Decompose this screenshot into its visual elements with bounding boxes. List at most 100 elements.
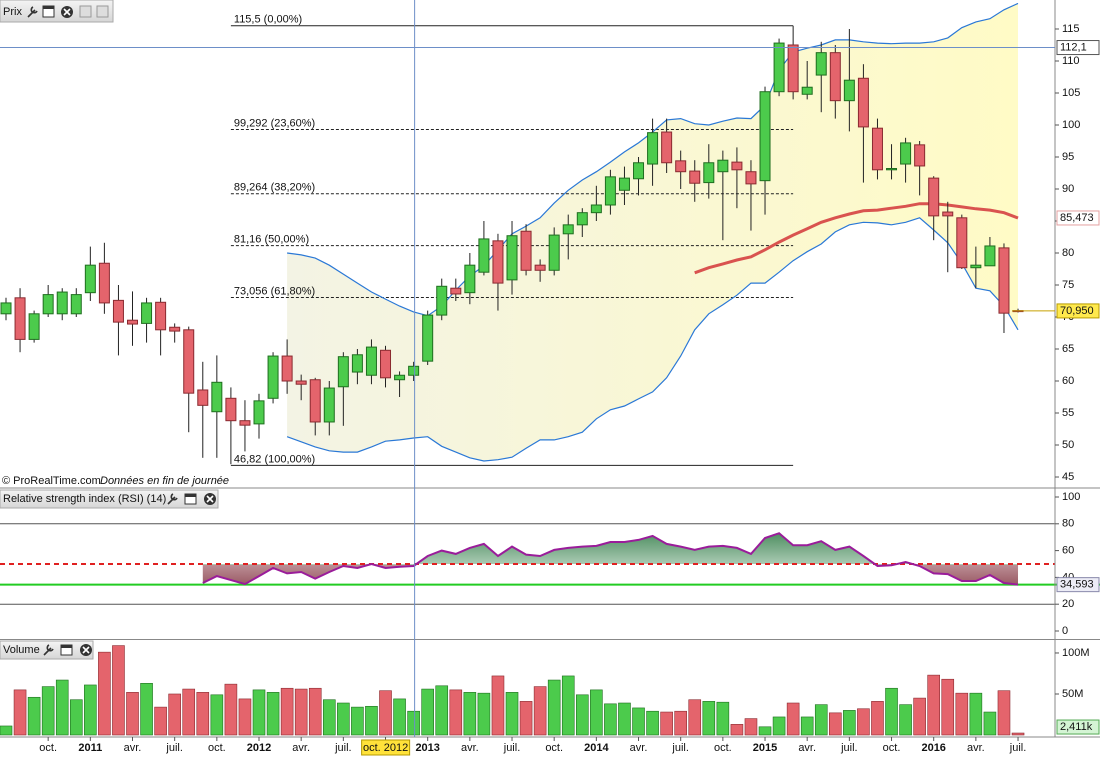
volume-bar xyxy=(449,689,463,736)
volume-bar xyxy=(435,685,449,736)
volume-bar xyxy=(98,651,111,736)
y-tick-label: 110 xyxy=(1062,55,1080,67)
candle-body xyxy=(42,294,54,315)
volume-bar xyxy=(646,710,659,736)
crosshair-x-label: oct. 2012 xyxy=(363,742,408,754)
x-tick-label: 2014 xyxy=(584,742,609,754)
volume-bar xyxy=(308,687,322,736)
volume-bar xyxy=(322,699,336,736)
candle-body xyxy=(141,302,153,324)
x-tick-label: avr. xyxy=(292,742,310,754)
candle-body xyxy=(365,346,377,376)
volume-bar xyxy=(421,688,434,736)
candle-body xyxy=(394,374,406,381)
settings-button[interactable] xyxy=(167,493,178,505)
volume-bar xyxy=(55,679,69,736)
candle-body xyxy=(647,132,659,165)
candle-body xyxy=(155,301,167,331)
volume-bar xyxy=(730,724,744,736)
candle-body xyxy=(478,238,490,273)
close-button[interactable] xyxy=(204,493,216,505)
candle-body xyxy=(886,168,898,171)
zoom-button[interactable] xyxy=(96,5,109,18)
candle-body xyxy=(70,294,82,315)
settings-button[interactable] xyxy=(27,6,38,18)
y-tick-label: 50M xyxy=(1062,688,1083,700)
volume-bar xyxy=(69,699,83,736)
candle-body xyxy=(661,131,673,164)
y-tick-label: 45 xyxy=(1062,471,1074,483)
x-tick-label: juil. xyxy=(165,742,183,754)
candle-body xyxy=(618,177,630,191)
volume-bar xyxy=(407,710,420,736)
candle-body xyxy=(914,144,926,167)
candle-body xyxy=(843,79,855,102)
x-tick-label: oct. xyxy=(545,742,563,754)
candle-body xyxy=(548,234,560,271)
candle-body xyxy=(295,380,307,385)
candle-body xyxy=(14,297,26,340)
window-button[interactable] xyxy=(184,493,197,505)
volume-bar xyxy=(590,689,603,736)
window-button[interactable] xyxy=(42,5,55,18)
candle-body xyxy=(380,349,392,379)
candle-body xyxy=(323,387,335,423)
volume-bar xyxy=(744,718,758,736)
zoom-button[interactable] xyxy=(79,5,92,18)
window-button[interactable] xyxy=(60,644,73,656)
panel-title: Volume xyxy=(3,644,40,656)
volume-bar xyxy=(913,697,926,736)
x-tick-label: oct. xyxy=(208,742,226,754)
close-button[interactable] xyxy=(61,6,73,18)
candle-body xyxy=(773,42,785,93)
candle-body xyxy=(211,381,223,413)
volume-bar xyxy=(505,692,519,736)
candle-body xyxy=(337,356,349,388)
volume-bar xyxy=(969,692,983,736)
candle-body xyxy=(127,319,139,325)
rsi-line xyxy=(202,532,1019,586)
volume-bar xyxy=(871,701,884,736)
volume-bar xyxy=(941,678,955,736)
volume-bar xyxy=(716,701,730,736)
candle-body xyxy=(745,171,757,185)
settings-button[interactable] xyxy=(43,644,54,656)
volume-bar xyxy=(351,706,364,736)
candle-body xyxy=(857,77,869,128)
last-price-label: 70,950 xyxy=(1060,305,1094,317)
candle-body xyxy=(759,91,771,182)
candle-body xyxy=(520,230,532,271)
volume-bar xyxy=(112,645,125,736)
volume-bar xyxy=(519,701,533,736)
candle-body xyxy=(169,326,181,332)
volume-last-label-box xyxy=(1056,719,1100,735)
moving-average xyxy=(694,202,1019,275)
x-tick-label: juil. xyxy=(840,742,858,754)
x-tick-label: 2011 xyxy=(78,742,102,754)
panel-title: Relative strength index (RSI) (14) xyxy=(3,493,166,505)
volume-bar xyxy=(857,708,870,736)
candle-body xyxy=(197,389,209,406)
moving-average-label-box xyxy=(1056,210,1100,226)
volume-bar xyxy=(800,716,814,736)
y-tick-label: 55 xyxy=(1062,407,1074,419)
volume-bar xyxy=(13,689,27,736)
x-tick-label: juil. xyxy=(671,742,689,754)
volume-bar xyxy=(758,726,772,736)
volume-bar xyxy=(1011,732,1025,736)
candle-body xyxy=(506,235,518,281)
candle-body xyxy=(98,262,110,304)
fibonacci-label: 99,292 (23,60%) xyxy=(234,117,315,129)
x-tick-label: oct. xyxy=(714,742,732,754)
crosshair-y-label-box xyxy=(1056,40,1100,56)
volume-panel xyxy=(0,645,1025,736)
rsi-fill-below xyxy=(202,565,1019,585)
volume-bar xyxy=(772,716,786,736)
close-button[interactable] xyxy=(80,644,92,656)
volume-bar xyxy=(688,699,702,736)
candle-body xyxy=(815,52,827,76)
candle-body xyxy=(928,177,940,217)
y-tick-label: 60 xyxy=(1062,375,1074,387)
